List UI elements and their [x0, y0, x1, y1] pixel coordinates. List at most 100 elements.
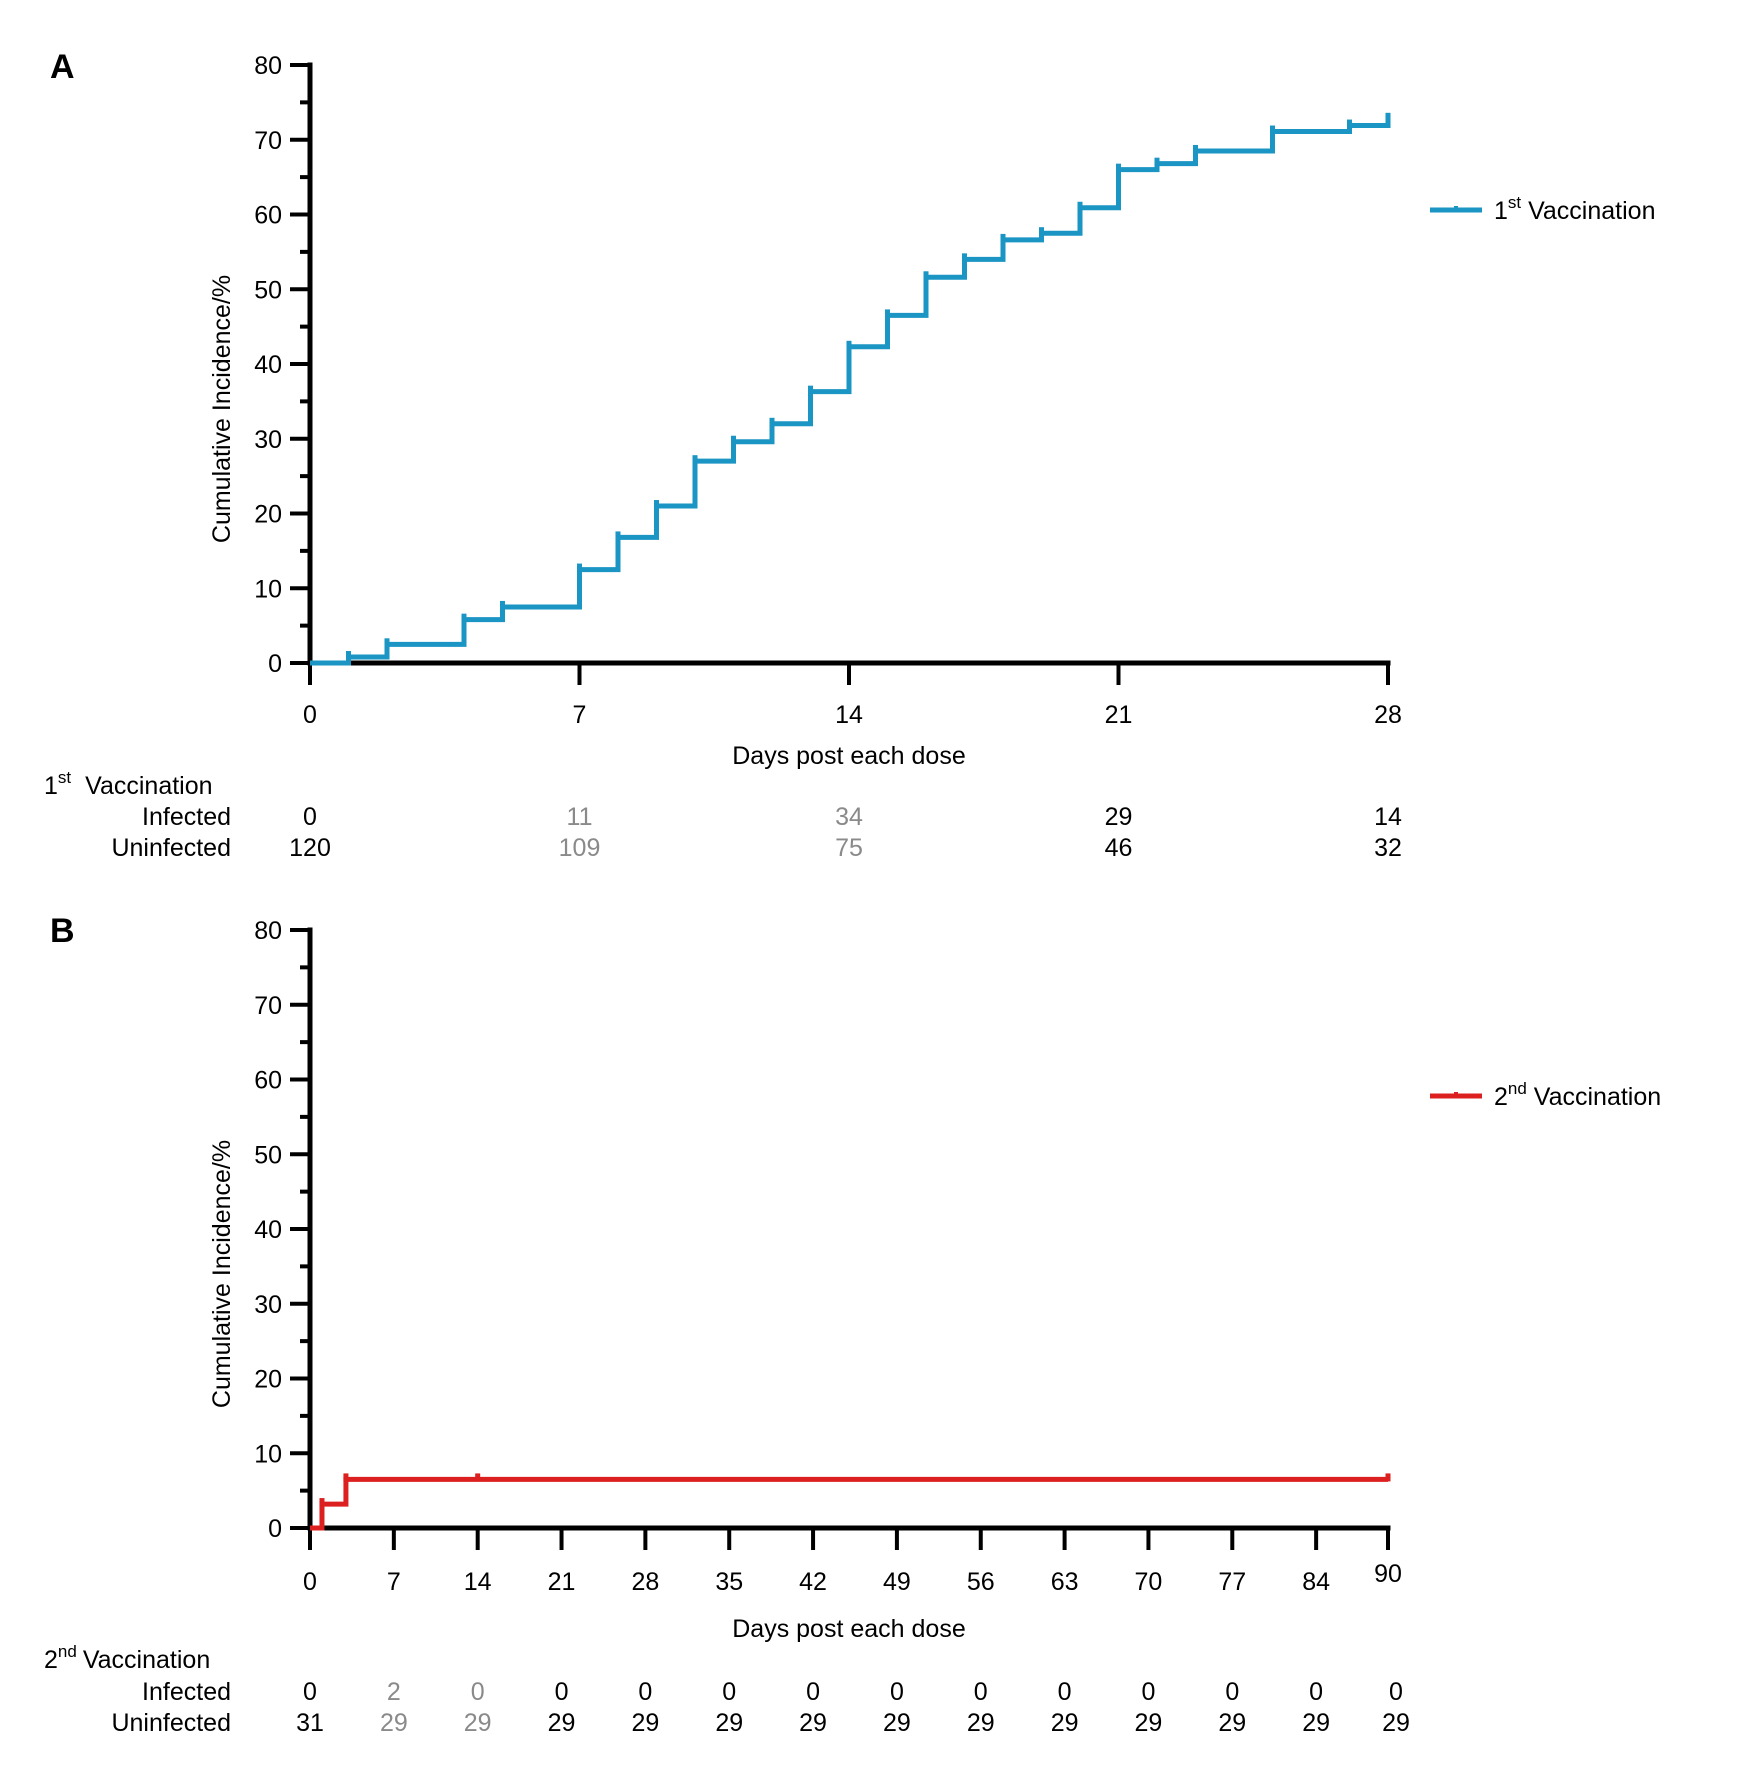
risk-cell: 11: [567, 803, 593, 831]
panel-label: A: [50, 48, 75, 86]
risk-cell: 31: [296, 1709, 324, 1737]
risk-cell: 34: [835, 803, 863, 831]
y-tick-label: 10: [254, 575, 282, 603]
risk-cell: 29: [715, 1709, 743, 1737]
legend-sup: nd: [1508, 1079, 1527, 1098]
x-tick-label: 90: [1374, 1560, 1402, 1588]
risk-cell: 29: [1135, 1709, 1163, 1737]
y-tick-label: 80: [254, 52, 282, 80]
risk-cell: 0: [1058, 1678, 1072, 1706]
risk-cell: 29: [631, 1709, 659, 1737]
risk-cell: 0: [471, 1678, 485, 1706]
x-tick-label: 21: [548, 1568, 576, 1596]
y-tick-label: 30: [254, 426, 282, 454]
risk-cell: 29: [1302, 1709, 1330, 1737]
x-tick-label: 28: [1374, 701, 1402, 729]
panel-label: B: [50, 912, 75, 950]
x-tick-label: 56: [967, 1568, 995, 1596]
risk-cell: 0: [303, 1678, 317, 1706]
legend-prefix: 2: [1494, 1083, 1508, 1111]
x-tick-label: 77: [1218, 1568, 1246, 1596]
x-tick-label: 0: [303, 1568, 317, 1596]
x-tick-label: 70: [1135, 1568, 1163, 1596]
risk-cell: 0: [1389, 1678, 1403, 1706]
y-tick-label: 80: [254, 917, 282, 945]
risk-cell: 29: [1218, 1709, 1246, 1737]
y-tick-label: 70: [254, 992, 282, 1020]
risk-cell: 29: [883, 1709, 911, 1737]
risk-cell: 0: [974, 1678, 988, 1706]
series-step-line: [310, 118, 1391, 666]
x-tick-label: 0: [303, 701, 317, 729]
risk-cell: 0: [722, 1678, 736, 1706]
risk-cell: 29: [464, 1709, 492, 1737]
x-axis-title: Days post each dose: [732, 742, 965, 770]
risk-row-label: Infected: [142, 1678, 231, 1706]
legend-label: 2nd Vaccination: [1494, 1079, 1661, 1111]
x-tick-label: 14: [835, 701, 863, 729]
risk-table-header: 2nd Vaccination: [44, 1642, 210, 1674]
risk-cell: 0: [638, 1678, 652, 1706]
risk-cell: 2: [387, 1678, 401, 1706]
y-tick-label: 0: [268, 650, 282, 678]
y-axis-title: Cumulative Incidence/%: [208, 275, 236, 543]
y-tick-label: 50: [254, 276, 282, 304]
x-tick-label: 7: [573, 701, 587, 729]
x-tick-label: 35: [715, 1568, 743, 1596]
risk-cell: 29: [1051, 1709, 1079, 1737]
risk-cell: 0: [890, 1678, 904, 1706]
risk-cell: 120: [289, 834, 331, 862]
x-tick-label: 63: [1051, 1568, 1079, 1596]
risk-cell: 29: [548, 1709, 576, 1737]
legend-label: 1st Vaccination: [1494, 193, 1655, 225]
risk-cell: 29: [1382, 1709, 1410, 1737]
y-tick-label: 20: [254, 1366, 282, 1394]
risk-cell: 0: [1309, 1678, 1323, 1706]
x-tick-label: 21: [1105, 701, 1133, 729]
risk-cell: 0: [555, 1678, 569, 1706]
legend-prefix: 1: [1494, 197, 1508, 225]
y-tick-label: 70: [254, 127, 282, 155]
x-axis-title: Days post each dose: [732, 1615, 965, 1643]
legend-sup: st: [1508, 193, 1522, 212]
x-tick-label: 14: [464, 1568, 492, 1596]
risk-cell: 0: [1225, 1678, 1239, 1706]
risk-header-name: Vaccination: [85, 772, 212, 800]
y-tick-label: 30: [254, 1291, 282, 1319]
risk-header-name: Vaccination: [83, 1646, 210, 1674]
risk-cell: 109: [559, 834, 601, 862]
legend-name: Vaccination: [1521, 197, 1655, 225]
panel-a: A 0 10 20 30 40 50 60 70 80 0 7 14 21 28 Cumulative Inc…: [44, 48, 1655, 862]
risk-cell: 32: [1374, 834, 1402, 862]
risk-row-label: Uninfected: [111, 834, 231, 862]
risk-header-prefix: 2: [44, 1646, 58, 1674]
risk-cell: 29: [799, 1709, 827, 1737]
risk-header-prefix: 1: [44, 772, 58, 800]
risk-row-label: Infected: [142, 803, 231, 831]
series-step-line: [310, 1476, 1388, 1531]
risk-header-sup: nd: [58, 1642, 77, 1661]
legend-name: Vaccination: [1527, 1083, 1661, 1111]
x-tick-label: 42: [799, 1568, 827, 1596]
x-tick-label: 49: [883, 1568, 911, 1596]
y-axis-title: Cumulative Incidence/%: [208, 1140, 236, 1408]
y-tick-label: 20: [254, 501, 282, 529]
risk-cell: 75: [835, 834, 863, 862]
risk-cell: 0: [806, 1678, 820, 1706]
risk-row-label: Uninfected: [111, 1709, 231, 1737]
risk-cell: 46: [1105, 834, 1133, 862]
risk-cell: 14: [1374, 803, 1402, 831]
y-tick-label: 10: [254, 1440, 282, 1468]
x-tick-label: 84: [1302, 1568, 1330, 1596]
y-tick-label: 50: [254, 1141, 282, 1169]
risk-header-sup: st: [58, 768, 72, 787]
y-tick-label: 40: [254, 1216, 282, 1244]
y-tick-label: 60: [254, 202, 282, 230]
risk-cell: 29: [967, 1709, 995, 1737]
x-tick-label: 7: [387, 1568, 401, 1596]
y-tick-label: 60: [254, 1067, 282, 1095]
risk-cell: 29: [380, 1709, 408, 1737]
y-tick-label: 40: [254, 351, 282, 379]
